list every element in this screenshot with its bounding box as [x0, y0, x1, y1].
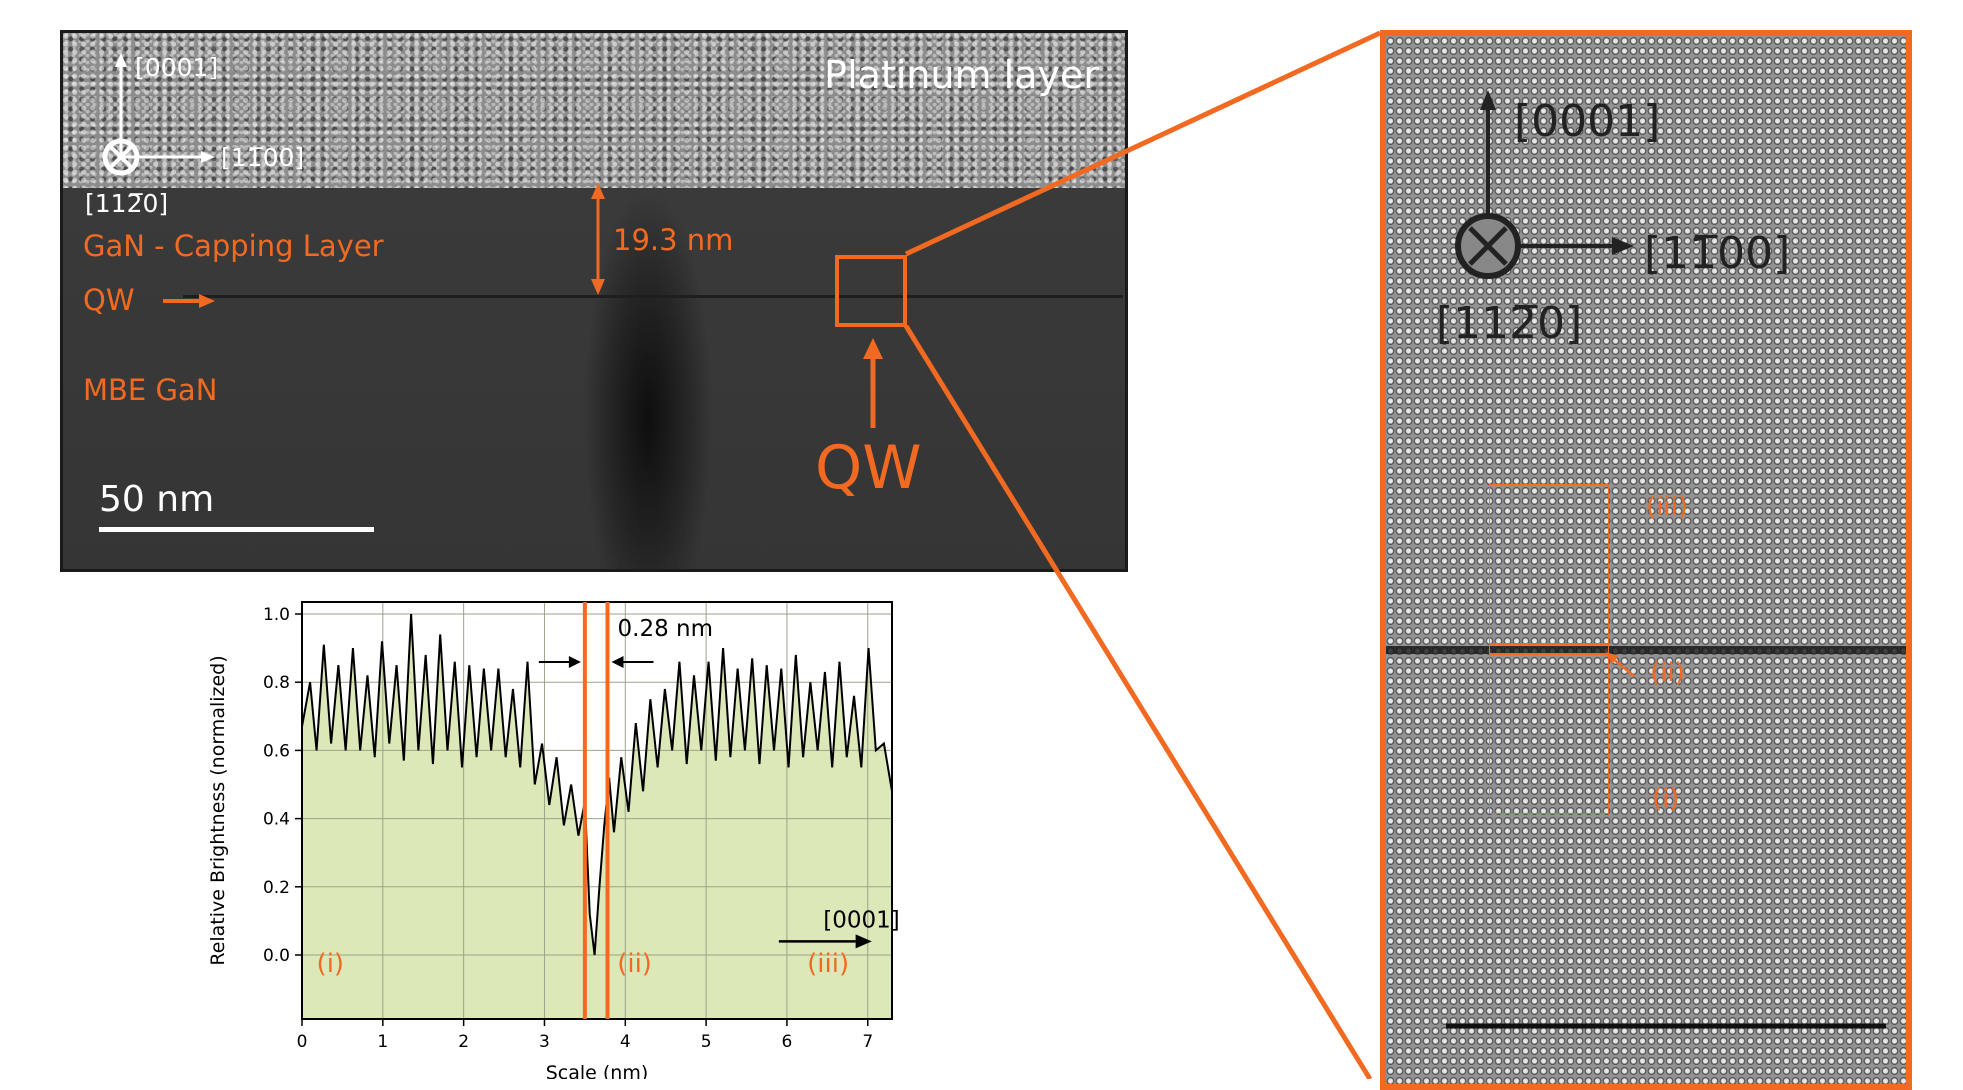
region-label: (i): [317, 949, 345, 979]
orientation-axes-icon: [102, 53, 883, 428]
hr-region-ii-label: (ii): [1650, 658, 1685, 688]
scalebar-label: 50 nm: [99, 479, 215, 520]
x-tick-label: 7: [862, 1032, 873, 1052]
y-tick-label: 0.6: [263, 741, 290, 761]
qw-zoom-box: [835, 255, 907, 327]
axis-1-100-label: [11̅00]: [221, 143, 305, 172]
region-box-iii: [1489, 484, 1609, 644]
x-tick-label: 4: [620, 1032, 631, 1052]
mbe-gan-label: MBE GaN: [83, 373, 218, 407]
thickness-label: 19.3 nm: [613, 223, 734, 257]
dislocation-contrast: [583, 188, 713, 569]
qw-label: QW: [83, 283, 135, 317]
capping-layer-label: GaN - Capping Layer: [83, 229, 384, 263]
spacing-arrowhead-left: [568, 656, 581, 668]
axis-11-20-label: [112̅0]: [85, 189, 169, 218]
x-tick-label: 6: [782, 1032, 793, 1052]
direction-label: [0001]: [823, 907, 899, 933]
hr-orientation-axes-icon: [1446, 90, 1886, 1029]
region-label: (ii): [617, 949, 652, 979]
scalebar: [99, 527, 374, 532]
spacing-annotation: 0.28 nm: [618, 616, 714, 642]
qw-big-label: QW: [815, 433, 922, 503]
region-box-ii: [1489, 644, 1609, 654]
y-tick-label: 0.0: [263, 946, 290, 966]
y-tick-label: 0.8: [263, 673, 290, 693]
x-tick-label: 5: [701, 1032, 712, 1052]
y-tick-label: 0.2: [263, 878, 290, 898]
hr-region-iii-label: (iii): [1646, 492, 1688, 522]
brightness-series-line: [301, 613, 893, 956]
y-axis-label: Relative Brightness (normalized): [207, 655, 229, 965]
plot-frame: [301, 601, 893, 1020]
x-axis-label: Scale (nm): [546, 1062, 649, 1079]
hr-axis-1-100-label: [11̅00]: [1644, 228, 1791, 279]
spacing-arrowhead-right: [611, 656, 624, 668]
hr-region-i-label: (i): [1652, 784, 1680, 814]
brightness-profile-chart: 0 1 2 3 4 5 6 7 0.0 0.2 0.4 0.6 0.8 1.0 Scale (nm) Rela…: [207, 601, 900, 1079]
region-label: (iii): [807, 949, 849, 979]
direction-arrowhead: [855, 934, 872, 949]
hr-lattice-image: [0001] [11̅00] [112̅0] (iii) (ii) (i): [1380, 30, 1912, 1090]
x-tick-label: 1: [377, 1032, 388, 1052]
axis-0001-label: [0001]: [135, 53, 219, 82]
y-tick-label: 0.4: [263, 810, 290, 830]
tem-overview-image: Platinum layer [0001] [11̅00] [112̅0] Ga…: [60, 30, 1128, 572]
hr-axis-11-20-label: [112̅0]: [1436, 298, 1583, 349]
x-tick-label: 3: [539, 1032, 550, 1052]
region-box-i: [1489, 654, 1609, 814]
x-tick-label: 0: [297, 1032, 308, 1052]
y-tick-label: 1.0: [263, 605, 290, 625]
qw-band: [1386, 646, 1906, 654]
hr-axis-0001-label: [0001]: [1514, 96, 1661, 147]
quantum-well-line: [183, 295, 1123, 298]
brightness-fill-area: [302, 614, 892, 1019]
x-tick-label: 2: [458, 1032, 469, 1052]
